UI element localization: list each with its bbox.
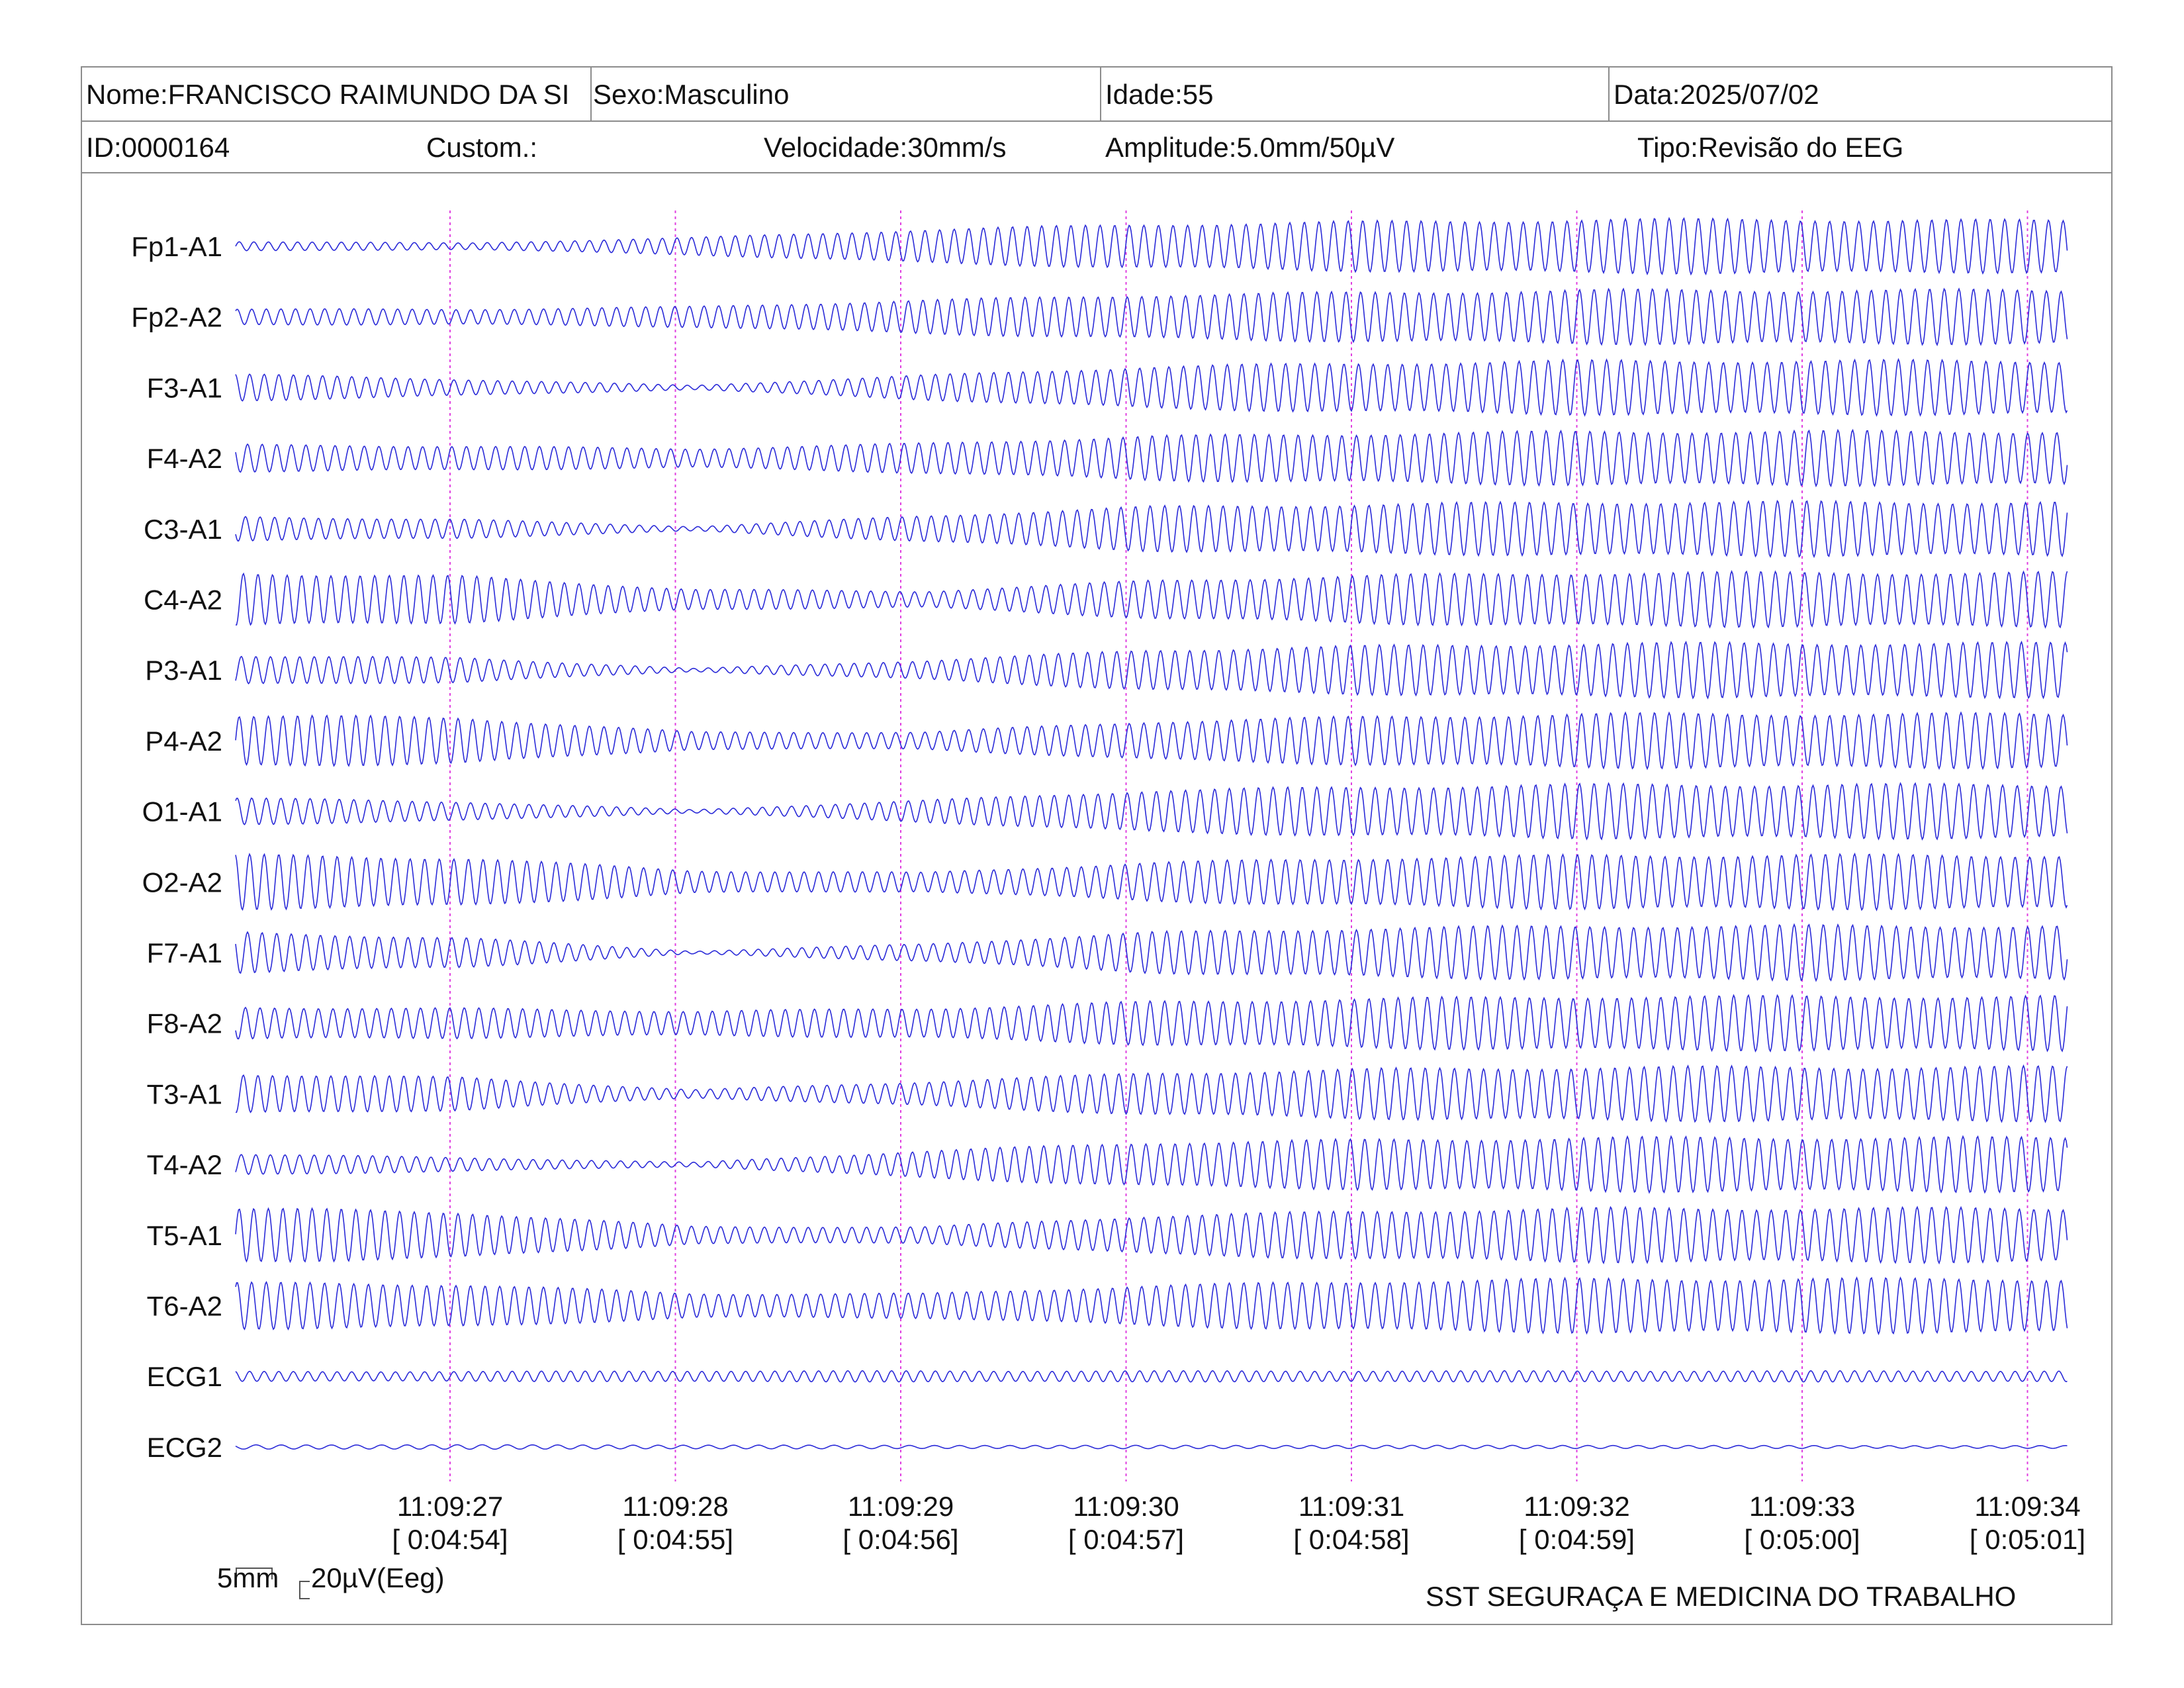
time-tick-elapsed: [ 0:04:57] — [1068, 1524, 1184, 1555]
channel-label: F3-A1 — [147, 372, 222, 403]
channel-trace-c4-a2 — [235, 570, 2068, 629]
channel-trace-p4-a2 — [235, 711, 2068, 771]
channel-label: ECG2 — [147, 1432, 222, 1463]
channel-label: Fp2-A2 — [131, 302, 222, 333]
time-scale-label: 5mm — [217, 1562, 279, 1593]
time-scale-bar — [236, 1568, 273, 1579]
channel-trace-f8-a2 — [235, 994, 2068, 1053]
channel-trace-fp1-a1 — [235, 216, 2068, 276]
channel-trace-t3-a1 — [235, 1064, 2068, 1123]
channel-label: T3-A1 — [147, 1078, 222, 1109]
time-tick-elapsed: [ 0:04:58] — [1293, 1524, 1409, 1555]
header-divider — [1100, 68, 1101, 120]
time-tick-clock: 11:09:33 — [1749, 1491, 1855, 1522]
exam-date: Data:2025/07/02 — [1614, 79, 1819, 110]
time-tick-elapsed: [ 0:04:56] — [842, 1524, 958, 1555]
patient-sex: Sexo:Masculino — [593, 79, 790, 110]
header-row-settings: ID:0000164 Custom.: Velocidade:30mm/s Am… — [82, 122, 2111, 173]
time-tick-clock: 11:09:31 — [1298, 1491, 1404, 1522]
time-tick-clock: 11:09:27 — [397, 1491, 503, 1522]
channel-trace-p3-a1 — [235, 640, 2068, 700]
time-tick-elapsed: [ 0:05:01] — [1970, 1524, 2085, 1555]
channel-trace-o2-a2 — [235, 852, 2068, 912]
channel-label: ECG1 — [147, 1361, 222, 1392]
time-tick-clock: 11:09:28 — [622, 1491, 728, 1522]
channel-trace-fp2-a2 — [235, 287, 2068, 347]
time-tick-elapsed: [ 0:04:55] — [617, 1524, 733, 1555]
channel-trace-t6-a2 — [235, 1276, 2068, 1336]
channel-trace-o1-a1 — [235, 782, 2068, 841]
channel-trace-t5-a1 — [235, 1205, 2068, 1265]
header-divider — [590, 68, 592, 120]
header-row-patient: Nome:FRANCISCO RAIMUNDO DA SI Sexo:Mascu… — [82, 68, 2111, 122]
channel-label: C4-A2 — [144, 585, 222, 616]
channel-label: P3-A1 — [145, 655, 222, 686]
channel-label: F7-A1 — [147, 937, 222, 968]
channel-trace-ecg2 — [235, 1444, 2068, 1450]
channel-label: T4-A2 — [147, 1149, 222, 1180]
channel-label: F4-A2 — [147, 443, 222, 474]
channel-label: P4-A2 — [145, 726, 222, 757]
header-divider — [1608, 68, 1610, 120]
time-tick-labels: 11:09:27[ 0:04:54] 11:09:28[ 0:04:55] 11:0… — [392, 1491, 2085, 1555]
time-tick-clock: 11:09:30 — [1073, 1491, 1179, 1522]
time-tick-clock: 11:09:32 — [1524, 1491, 1629, 1522]
channel-label: O1-A1 — [142, 796, 222, 827]
review-type: Tipo:Revisão do EEG — [1637, 132, 1904, 163]
channel-label: C3-A1 — [144, 514, 222, 545]
channel-label: F8-A2 — [147, 1008, 222, 1039]
channel-labels: Fp1-A1 Fp2-A2 F3-A1 F4-A2 C3-A1 C4-A2 P3-A1 P4-… — [131, 231, 222, 1463]
eeg-report-sheet: Nome:FRANCISCO RAIMUNDO DA SI Sexo:Mascu… — [81, 66, 2113, 1625]
channel-label: Fp1-A1 — [131, 231, 222, 262]
patient-id: ID:0000164 — [86, 132, 230, 163]
amplitude-scale-bar — [299, 1581, 310, 1599]
patient-name: Nome:FRANCISCO RAIMUNDO DA SI — [86, 79, 570, 110]
time-tick-clock: 11:09:29 — [848, 1491, 954, 1522]
organization-name: SST SEGURAÇA E MEDICINA DO TRABALHO — [1426, 1581, 2017, 1612]
amplitude-setting: Amplitude:5.0mm/50µV — [1105, 132, 1395, 163]
patient-age: Idade:55 — [1105, 79, 1214, 110]
channel-trace-t4-a2 — [235, 1135, 2068, 1194]
channel-trace-ecg1 — [235, 1370, 2068, 1383]
speed-setting: Velocidade:30mm/s — [764, 132, 1007, 163]
channel-trace-f4-a2 — [235, 428, 2068, 488]
time-tick-elapsed: [ 0:04:54] — [392, 1524, 508, 1555]
time-tick-elapsed: [ 0:04:59] — [1519, 1524, 1635, 1555]
channel-label: T6-A2 — [147, 1291, 222, 1322]
channel-traces — [235, 216, 2068, 1450]
channel-trace-f3-a1 — [235, 357, 2068, 417]
custom-field: Custom.: — [426, 132, 538, 163]
time-tick-clock: 11:09:34 — [1974, 1491, 2080, 1522]
amplitude-scale-label: 20µV(Eeg) — [311, 1562, 445, 1593]
time-tick-elapsed: [ 0:05:00] — [1744, 1524, 1860, 1555]
channel-label: T5-A1 — [147, 1220, 222, 1251]
channel-trace-c3-a1 — [235, 499, 2068, 559]
channel-trace-f7-a1 — [235, 923, 2068, 982]
channel-label: O2-A2 — [142, 867, 222, 898]
